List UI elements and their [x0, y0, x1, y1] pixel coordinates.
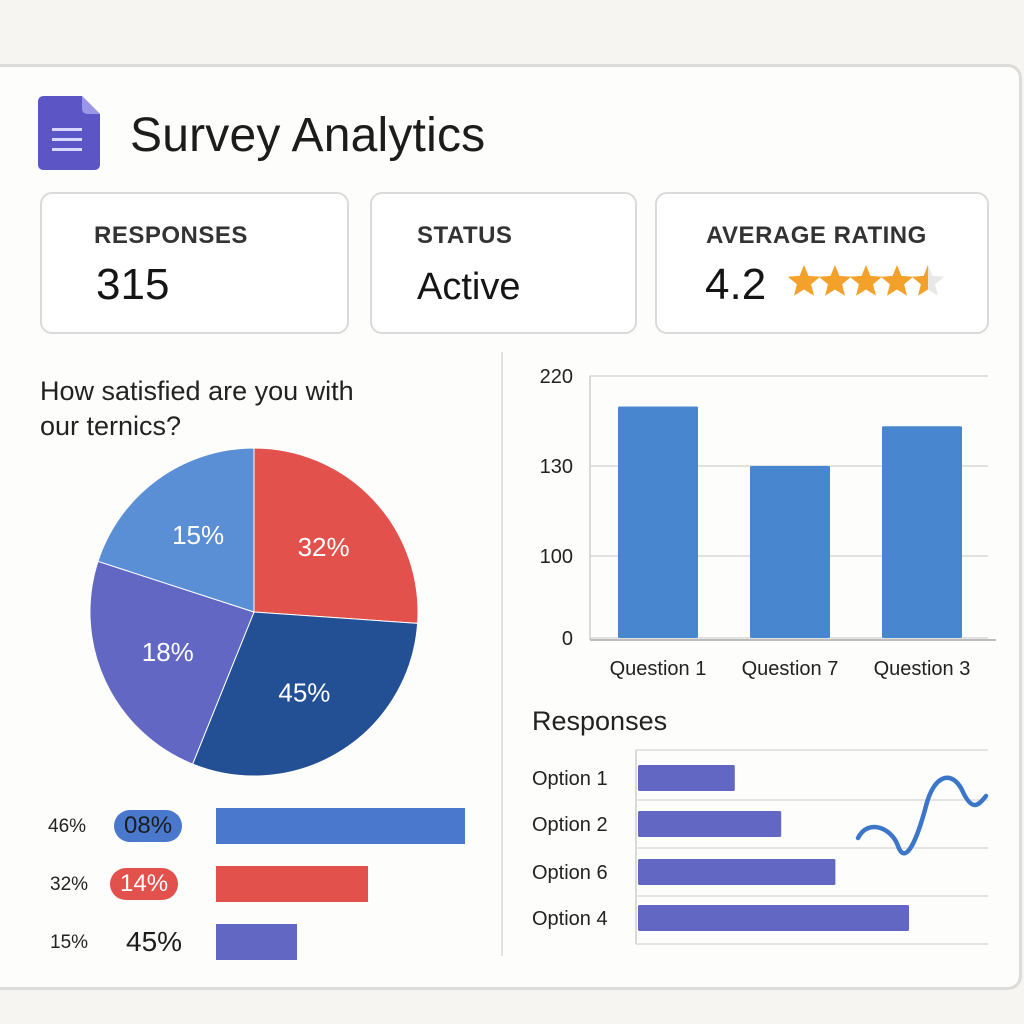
responses-stat-card: RESPONSES 315 [40, 192, 349, 334]
x-tick-label: Question 7 [742, 658, 839, 680]
rating-value: 4.2 [705, 260, 767, 309]
bar[interactable] [882, 426, 962, 638]
pie-slice[interactable] [253, 447, 419, 624]
y-tick-label: 220 [540, 366, 573, 388]
pie-slice-label: 15% [172, 520, 224, 550]
pie-slice[interactable] [191, 611, 419, 777]
pie-slice-label: 45% [278, 678, 330, 708]
option-label: Option 2 [532, 814, 608, 836]
satisfaction-pie-chart: 32% 45% 18% 15% [89, 447, 419, 777]
legend-bar [216, 866, 368, 902]
legend-left-value: 32% [50, 874, 89, 895]
option-bar[interactable] [638, 765, 735, 791]
legend-left-value: 46% [48, 816, 87, 837]
star-rating [787, 265, 945, 296]
star-icon [880, 265, 914, 296]
page-title: Survey Analytics [130, 109, 486, 162]
pie-slice[interactable] [89, 560, 255, 765]
option-bar[interactable] [638, 811, 782, 837]
y-tick-label: 0 [562, 628, 573, 650]
responses-chart-title: Responses [532, 706, 668, 736]
star-icon [787, 265, 821, 296]
pie-slice[interactable] [97, 447, 255, 613]
star-icon [911, 265, 945, 296]
status-stat-card: STATUS Active [370, 192, 637, 334]
status-value: Active [417, 266, 521, 308]
star-icon [849, 265, 883, 296]
bar[interactable] [618, 406, 698, 639]
option-bar[interactable] [638, 859, 836, 885]
trend-sparkline [855, 775, 989, 856]
legend-left-value: 15% [50, 932, 89, 953]
option-bar[interactable] [638, 905, 909, 931]
column-divider [501, 352, 503, 956]
x-tick-label: Question 1 [610, 658, 707, 680]
legend-bar [216, 808, 465, 844]
responses-label: RESPONSES [94, 222, 248, 249]
pie-slice-label: 18% [142, 637, 194, 667]
responses-value: 315 [96, 260, 170, 309]
question-text: How satisfied are you with our ternics? [40, 376, 354, 441]
legend-bar [216, 924, 297, 960]
pie-slice-label: 32% [298, 532, 350, 562]
option-label: Option 4 [532, 908, 608, 930]
y-tick-label: 130 [540, 456, 573, 478]
y-tick-label: 100 [540, 546, 573, 568]
status-label: STATUS [417, 222, 513, 249]
legend-mid-value: 45% [126, 926, 183, 957]
option-label: Option 6 [532, 862, 608, 884]
star-icon [818, 265, 852, 296]
legend-pill: 14% [110, 868, 179, 900]
form-document-icon [38, 96, 100, 170]
x-tick-label: Question 3 [874, 658, 971, 680]
legend-pill: 08% [114, 810, 183, 842]
bar[interactable] [750, 466, 830, 638]
option-label: Option 1 [532, 768, 608, 790]
rating-label: AVERAGE RATING [706, 222, 927, 249]
rating-stat-card: AVERAGE RATING 4.2 [655, 192, 989, 334]
